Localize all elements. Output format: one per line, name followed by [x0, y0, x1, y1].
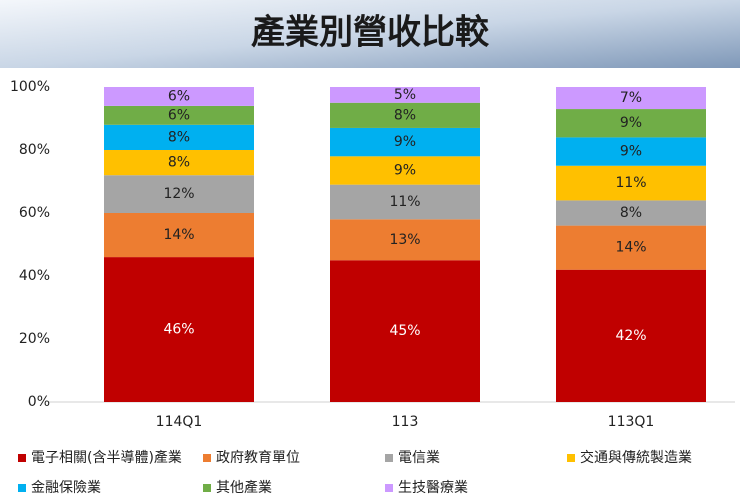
bar-segment — [330, 156, 480, 185]
data-label: 7% — [620, 90, 642, 106]
bar-segment — [556, 165, 706, 201]
y-tick-label: 40% — [19, 268, 50, 284]
chart-title: 產業別營收比較 — [251, 13, 490, 53]
bar-segment — [556, 200, 706, 226]
data-label: 9% — [620, 144, 642, 160]
legend-swatch — [18, 454, 26, 462]
data-label: 42% — [615, 328, 646, 344]
bar-segment — [104, 105, 254, 125]
legend-label: 電子相關(含半導體)產業 — [31, 449, 182, 466]
data-label: 14% — [615, 240, 646, 256]
bar-segment — [330, 102, 480, 128]
data-label: 8% — [168, 129, 190, 145]
bar-segment — [104, 213, 254, 258]
data-label: 8% — [394, 107, 416, 123]
legend-swatch — [385, 454, 393, 462]
legend-swatch — [203, 484, 211, 492]
x-tick-label: 113 — [392, 414, 419, 430]
y-tick-label: 100% — [10, 79, 50, 95]
bar-segment — [330, 260, 480, 402]
data-label: 9% — [394, 134, 416, 150]
data-label: 8% — [620, 205, 642, 221]
bar-segment — [556, 269, 706, 402]
data-label: 45% — [389, 323, 420, 339]
bar-segment — [330, 87, 480, 103]
data-label: 11% — [615, 175, 646, 191]
bar-segment — [556, 137, 706, 166]
x-tick-label: 114Q1 — [156, 414, 203, 430]
legend-swatch — [567, 454, 575, 462]
legend-swatch — [385, 484, 393, 492]
legend-label: 生技醫療業 — [398, 479, 468, 496]
legend-label: 電信業 — [398, 450, 440, 466]
bar-segment — [556, 225, 706, 270]
legend-swatch — [203, 454, 211, 462]
bar-segment — [104, 175, 254, 213]
y-tick-label: 80% — [19, 142, 50, 158]
bar-segment — [104, 150, 254, 176]
header-background — [0, 0, 740, 68]
legend-label: 政府教育單位 — [216, 450, 300, 466]
legend-label: 其他產業 — [216, 479, 272, 496]
bar-segment — [104, 124, 254, 150]
data-label: 13% — [389, 232, 420, 248]
y-tick-label: 20% — [19, 331, 50, 347]
data-label: 46% — [163, 322, 194, 338]
y-tick-label: 60% — [19, 205, 50, 221]
bar-segment — [330, 127, 480, 157]
legend-label: 金融保險業 — [31, 480, 101, 496]
data-label: 8% — [168, 155, 190, 171]
data-label: 11% — [389, 194, 420, 210]
x-tick-label: 113Q1 — [608, 414, 655, 430]
data-label: 6% — [168, 88, 190, 104]
bar-segment — [556, 87, 706, 110]
bar-segment — [104, 257, 254, 402]
data-label: 14% — [163, 227, 194, 243]
data-label: 9% — [394, 162, 416, 178]
bar-segment — [556, 109, 706, 138]
legend-label: 交通與傳統製造業 — [580, 449, 692, 466]
bar-segment — [330, 219, 480, 261]
data-label: 9% — [620, 115, 642, 131]
legend-swatch — [18, 484, 26, 492]
bar-segment — [104, 87, 254, 106]
y-tick-label: 0% — [28, 394, 50, 410]
bar-segment — [330, 184, 480, 220]
data-label: 12% — [163, 186, 194, 202]
data-label: 6% — [168, 107, 190, 123]
data-label: 5% — [394, 87, 416, 103]
